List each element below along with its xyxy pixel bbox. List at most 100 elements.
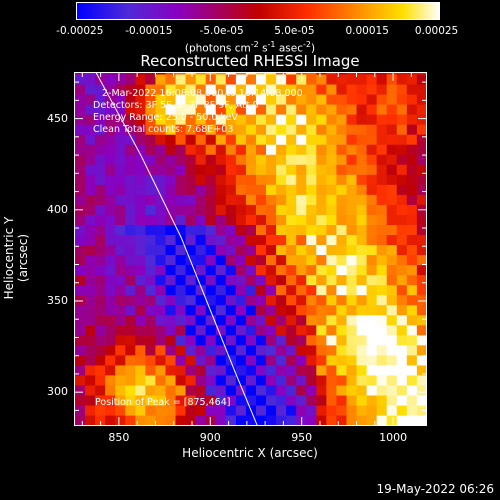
heatmap-cell [135,314,146,326]
heatmap-cell [286,364,297,376]
heatmap-cell [276,154,287,165]
heatmap-cell [326,254,338,266]
heatmap-cell [346,144,358,155]
heatmap-cell [85,384,96,396]
x-tick-label: 1000 [379,431,408,444]
heatmap-cell [386,244,398,256]
heatmap-cell [336,174,348,185]
heatmap-cell [125,334,136,346]
heatmap-cell [175,364,187,376]
heatmap-cell [115,344,126,356]
heatmap-cell [165,404,177,416]
heatmap-cell [175,134,187,145]
heatmap-cell [255,114,267,125]
heatmap-cell [255,73,267,85]
heatmap-cell [346,354,358,366]
heatmap-cell [145,374,157,386]
heatmap-cell [95,394,106,406]
heatmap-cell [195,83,207,95]
heatmap-cell [245,314,257,326]
heatmap-cell [296,274,307,286]
heatmap-cell [165,354,177,366]
heatmap-cell [145,204,157,215]
heatmap-cell [286,154,297,165]
heatmap-cell [306,134,317,145]
heatmap-cell [306,194,317,205]
heatmap-cell [135,254,146,266]
heatmap-cell [165,244,177,256]
heatmap-cell [75,414,86,426]
heatmap-cell [356,134,368,145]
heatmap-cell [105,254,116,266]
heatmap-cell [235,314,247,326]
heatmap-cell [75,194,86,205]
heatmap-cell [215,104,227,115]
heatmap-cell [346,73,358,85]
heatmap-cell [386,324,398,336]
heatmap-cell [376,174,388,185]
heatmap-cell [406,254,418,266]
heatmap-cell [356,314,368,326]
heatmap-cell [376,384,388,396]
heatmap-cell [85,234,96,246]
timestamp: 19-May-2022 06:26 [376,482,494,496]
heatmap-cell [336,234,348,246]
heatmap-cell [266,93,277,105]
heatmap-cell [205,224,217,236]
heatmap-cell [255,384,267,396]
heatmap-cell [356,394,368,406]
heatmap-cell [75,154,86,165]
heatmap-cell [406,204,418,215]
heatmap-cell [255,234,267,246]
heatmap-cell [165,72,177,75]
heatmap-cell [75,164,86,175]
heatmap-cell [165,344,177,356]
heatmap-cell [185,284,197,296]
heatmap-cell [366,72,378,75]
heatmap-cell [195,114,207,125]
heatmap-cell [185,384,197,396]
heatmap-cell [165,134,177,145]
heatmap-cell [155,414,167,426]
y-axis-label: Heliocentric Y (arcsec) [2,216,30,300]
heatmap-cell [366,384,378,396]
heatmap-cell [165,104,177,115]
heatmap-cell [175,72,187,75]
heatmap-cell [205,134,217,145]
heatmap-cell [215,184,227,195]
heatmap-cell [346,294,358,306]
heatmap-cell [75,73,86,85]
heatmap-cell [366,164,378,175]
heatmap-cell [105,314,116,326]
heatmap-cell [406,344,418,356]
heatmap-cell [175,274,187,286]
heatmap-cell [185,354,197,366]
heatmap-cell [85,214,96,225]
heatmap-cell [205,104,217,115]
heatmap-cell [306,224,317,236]
heatmap-cell [125,404,136,416]
heatmap-cell [185,124,197,135]
heatmap-cell [306,114,317,125]
heatmap-cell [356,144,368,155]
heatmap-cell [386,214,398,225]
heatmap-cell [356,104,368,115]
heatmap-cell [326,174,338,185]
heatmap-cell [306,314,317,326]
heatmap-cell [215,414,227,426]
heatmap-cell [185,304,197,316]
heatmap-cell [195,244,207,256]
heatmap-cell [366,304,378,316]
heatmap-cell [235,93,247,105]
heatmap-cell [376,83,388,95]
heatmap-cell [396,294,408,306]
heatmap-cell [145,354,157,366]
heatmap-cell [235,104,247,115]
heatmap-cell [155,93,167,105]
heatmap-cell [125,93,136,105]
heatmap-cell [245,244,257,256]
heatmap-cell [366,73,378,85]
heatmap-cell [396,134,408,145]
heatmap-cell [155,174,167,185]
heatmap-cell [266,374,277,386]
